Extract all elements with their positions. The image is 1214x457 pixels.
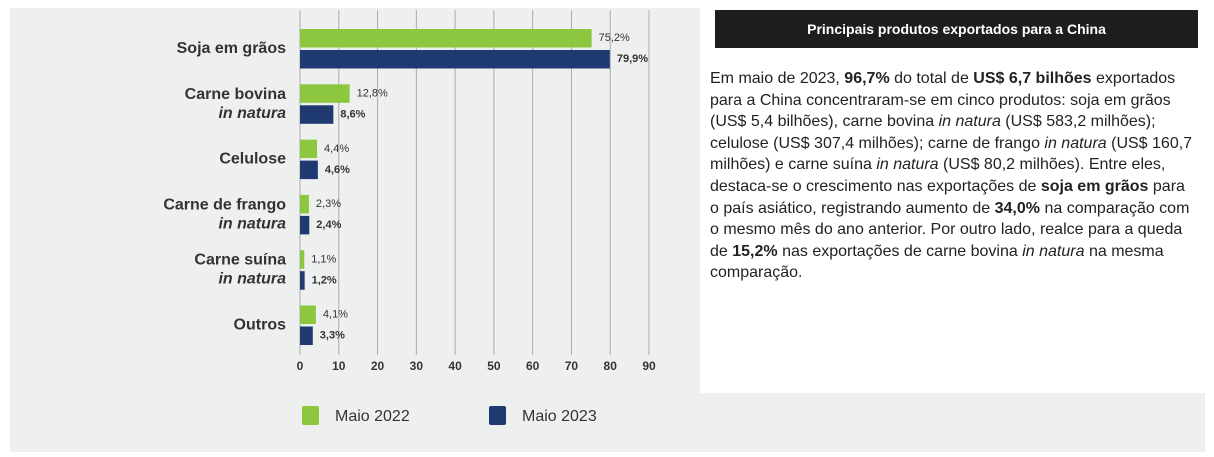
- legend-label: Maio 2022: [335, 408, 410, 425]
- category-label: Carne suína: [194, 252, 286, 269]
- x-tick-label: 70: [565, 359, 579, 373]
- value-label: 4,1%: [323, 309, 348, 321]
- x-tick-label: 20: [371, 359, 385, 373]
- bar: [300, 305, 316, 324]
- legend-label: Maio 2023: [522, 408, 597, 425]
- text-run: in natura: [1044, 134, 1107, 152]
- text-run: exportados para a China concentraram-se …: [710, 70, 1176, 131]
- x-tick-label: 10: [332, 359, 346, 373]
- category-label: Celulose: [219, 151, 286, 168]
- text-background: [700, 8, 1205, 393]
- category-label: in natura: [218, 215, 286, 232]
- bar: [300, 250, 305, 269]
- text-run: US$ 6,7 bilhões: [973, 70, 1092, 87]
- bar: [300, 29, 592, 48]
- text-run: 96,7%: [844, 70, 890, 87]
- category-label: Carne de frango: [163, 196, 286, 213]
- category-label: Soja em grãos: [177, 40, 286, 57]
- x-tick-label: 90: [642, 359, 656, 373]
- text-run: soja em grãos: [1040, 177, 1149, 195]
- category-label: in natura: [218, 271, 286, 288]
- text-run: nas exportações de carne bovina: [777, 242, 1023, 260]
- bar: [300, 215, 310, 235]
- value-label: 8,6%: [340, 108, 365, 120]
- bar: [300, 326, 313, 345]
- bar: [300, 84, 350, 103]
- value-label: 79,9%: [617, 53, 648, 65]
- bar: [300, 194, 309, 214]
- value-label: 4,4%: [324, 143, 349, 155]
- value-label: 75,2%: [599, 32, 630, 44]
- category-label: in natura: [218, 105, 286, 122]
- text-run: na mesma comparação.: [710, 242, 1164, 282]
- bar: [300, 50, 610, 69]
- x-tick-label: 30: [410, 359, 424, 373]
- bar: [300, 139, 318, 159]
- text-run: (US$ 80,2 milhões). Entre eles, destaca-…: [710, 156, 1166, 195]
- value-label: 2,4%: [316, 219, 341, 231]
- x-tick-label: 50: [487, 359, 501, 373]
- bar: [300, 271, 305, 290]
- x-tick-label: 40: [448, 359, 462, 373]
- value-label: 2,3%: [316, 198, 341, 210]
- x-tick-label: 60: [526, 359, 540, 373]
- text-run: Em maio de 2023,: [710, 70, 845, 87]
- panel-text: Em maio de 2023, 96,7% do total de US$ 6…: [710, 68, 1198, 284]
- value-label: 12,8%: [357, 87, 388, 99]
- text-run: para o país asiático, registrando aument…: [710, 177, 1185, 217]
- x-tick-label: 0: [297, 359, 304, 373]
- bar: [300, 105, 334, 124]
- panel-title: Principais produtos exportados para a Ch…: [715, 10, 1198, 48]
- text-run: in natura: [1022, 242, 1085, 260]
- text-run: na comparação com o mesmo mês do ano ant…: [710, 199, 1190, 260]
- value-label: 4,6%: [325, 164, 350, 176]
- text-run: (US$ 583,2 milhões); celulose (US$ 307,4…: [710, 113, 1156, 152]
- text-run: 15,2%: [732, 242, 778, 260]
- x-tick-label: 80: [604, 359, 618, 373]
- value-label: 1,1%: [311, 253, 336, 265]
- text-run: in natura: [876, 156, 939, 174]
- text-run: 34,0%: [994, 199, 1040, 217]
- text-run: in natura: [938, 113, 1001, 131]
- text-run: do total de: [889, 70, 974, 87]
- bar: [300, 160, 318, 180]
- category-label: Carne bovina: [185, 86, 286, 103]
- legend-swatch: [302, 406, 319, 425]
- legend-swatch: [489, 406, 506, 425]
- value-label: 3,3%: [320, 330, 345, 342]
- value-label: 1,2%: [312, 274, 337, 286]
- category-label: Outros: [234, 316, 287, 333]
- text-run: (US$ 160,7 milhões) e carne suína: [710, 134, 1193, 174]
